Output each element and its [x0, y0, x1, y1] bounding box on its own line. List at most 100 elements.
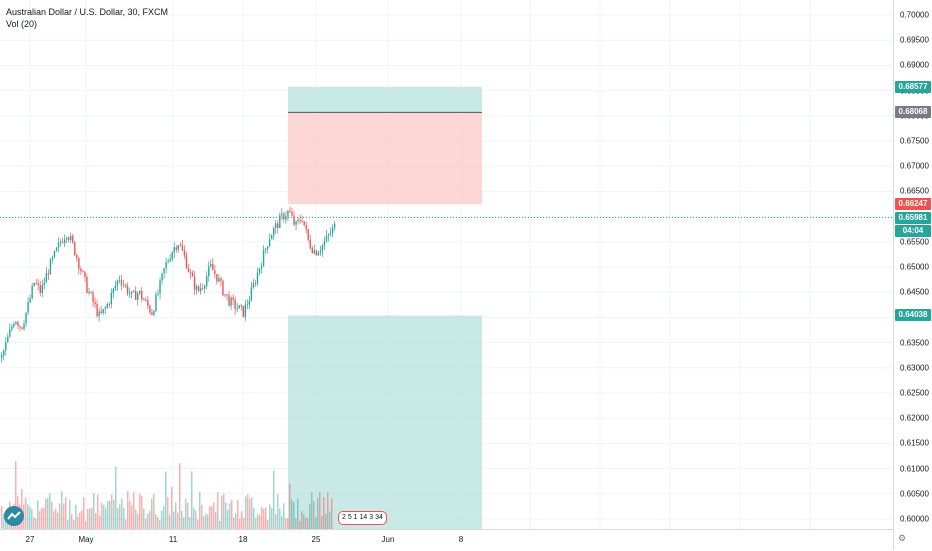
candle-body: [169, 259, 171, 262]
candle-body: [45, 272, 48, 283]
volume-bar: [145, 518, 147, 529]
volume-indicator-title[interactable]: Vol (20): [6, 19, 38, 29]
candle-body: [72, 235, 74, 243]
price-label-target[interactable]: 0.68577: [895, 80, 931, 93]
candle-body: [214, 270, 216, 275]
candle-body: [175, 247, 177, 250]
candle-body: [252, 283, 255, 288]
candle-body: [197, 286, 200, 291]
price-axis[interactable]: 0.700000.695000.690000.685000.680000.675…: [893, 0, 932, 550]
volume-bar: [61, 491, 63, 529]
candle-body: [289, 210, 291, 213]
candle-body: [270, 235, 273, 240]
volume-bar: [311, 492, 313, 529]
volume-bar: [255, 517, 257, 529]
time-axis[interactable]: 27 May 11 18 25 Jun 8: [0, 529, 893, 551]
candle-body: [291, 212, 293, 216]
volume-bar: [93, 493, 95, 529]
candle-body: [329, 233, 332, 235]
volume-bar: [297, 498, 299, 529]
time-tick-label: 8: [458, 535, 464, 544]
volume-bar: [159, 520, 161, 529]
candle-body: [230, 297, 232, 306]
volume-bar: [219, 520, 221, 529]
settings-gear-icon[interactable]: ⚙: [898, 533, 907, 543]
volume-bar: [223, 493, 225, 529]
volume-bar: [107, 501, 109, 529]
price-label-entry[interactable]: 0.68068: [895, 106, 931, 119]
candle-body: [297, 219, 299, 222]
volume-bar: [171, 486, 173, 529]
price-label-stop[interactable]: 0.66247: [895, 198, 931, 211]
volume-bar: [319, 491, 321, 529]
volume-bar: [243, 517, 245, 529]
price-tick-label: 0.64500: [900, 287, 929, 297]
candle-body: [315, 250, 318, 256]
volume-bar: [131, 505, 133, 529]
volume-bar: [193, 507, 195, 529]
candle-body: [114, 285, 117, 289]
candle-body: [250, 287, 253, 301]
candle-body: [61, 241, 64, 243]
volume-bar: [325, 513, 327, 529]
candle-body: [153, 311, 155, 315]
candle-body: [11, 326, 13, 330]
volume-bar: [291, 499, 293, 529]
symbol-title[interactable]: Australian Dollar / U.S. Dollar, 30, FXC…: [6, 7, 169, 17]
candle-body: [163, 268, 165, 274]
candle-body: [199, 288, 202, 291]
volume-bar: [111, 494, 113, 529]
candle-body: [212, 263, 214, 271]
volume-bar: [77, 516, 79, 529]
volume-bar: [295, 518, 297, 529]
candle-body: [275, 223, 277, 229]
candle-body: [323, 241, 326, 246]
chart-pane[interactable]: Australian Dollar / U.S. Dollar, 30, FXC…: [0, 0, 893, 529]
time-tick-label: May: [78, 535, 94, 544]
volume-badge[interactable]: 2 5 1 14 3 34: [338, 511, 387, 525]
candle-body: [82, 271, 84, 272]
candle-body: [15, 322, 17, 324]
volume-bar: [95, 512, 97, 529]
volume-bar: [277, 493, 279, 529]
price-label-lower-target[interactable]: 0.64038: [895, 309, 931, 322]
candle-body: [67, 237, 70, 240]
candle-body: [55, 247, 58, 251]
candle-body: [102, 309, 104, 314]
volume-bar: [133, 492, 135, 529]
candle-body: [193, 276, 196, 290]
candle-body: [116, 280, 119, 286]
chart-canvas[interactable]: [0, 0, 893, 529]
volume-bar: [121, 498, 123, 529]
volume-bar: [75, 504, 77, 529]
candle-body: [226, 294, 228, 296]
candle-body: [224, 294, 226, 296]
volume-bar: [215, 511, 217, 529]
candle-body: [317, 252, 320, 256]
candle-body: [319, 251, 322, 253]
volume-bar: [279, 508, 281, 529]
candle-body: [128, 293, 131, 295]
candle-body: [126, 285, 129, 294]
volume-bar: [245, 496, 247, 529]
candle-body: [78, 258, 80, 269]
volume-bar: [155, 514, 157, 529]
candle-body: [305, 225, 307, 230]
price-label-last[interactable]: 0.65981: [895, 211, 931, 224]
candle-body: [29, 298, 31, 303]
volume-bar: [15, 461, 17, 529]
volume-bar: [63, 503, 65, 529]
candle-body: [141, 290, 143, 300]
price-tick-label: 0.63500: [900, 338, 929, 348]
tradingview-logo-icon[interactable]: [4, 506, 24, 526]
volume-bar: [47, 498, 49, 529]
candle-body: [151, 312, 153, 315]
candle-body: [25, 312, 27, 324]
volume-bar: [83, 497, 85, 529]
volume-bar: [273, 470, 275, 529]
volume-bar: [187, 502, 189, 529]
volume-bar: [283, 503, 285, 529]
candle-body: [134, 290, 137, 300]
candle-body: [228, 295, 230, 306]
candle-body: [301, 220, 303, 222]
